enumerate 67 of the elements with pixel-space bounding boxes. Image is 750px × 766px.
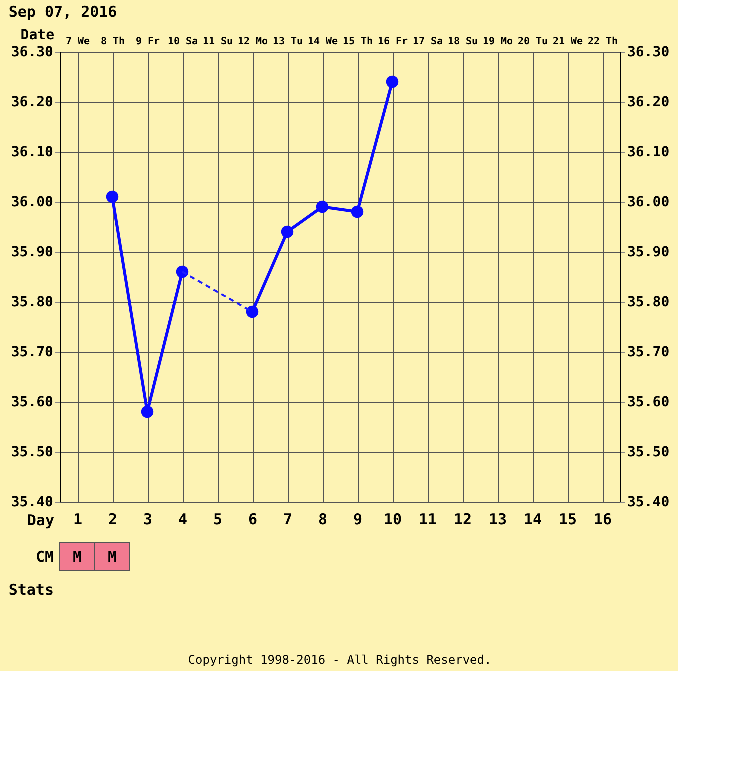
x2-tick-label: 14 (524, 510, 542, 528)
y-tick-label: 35.50 (11, 444, 54, 460)
point (246, 306, 259, 318)
x-tick-label: 13 Tu (272, 36, 304, 48)
x2-tick-label: 16 (594, 510, 612, 528)
x2-tick-label: 1 (73, 510, 83, 528)
x2-tick-label: 6 (248, 510, 258, 528)
x-tick-label: 22 Th (588, 36, 618, 48)
y-tick-label: 35.70 (11, 344, 54, 360)
y-tick-label: 36.20 (11, 94, 54, 110)
x-axis-title: Date (20, 28, 54, 44)
y-tick-label: 36.30 (11, 44, 54, 60)
x2-tick-label: 11 (418, 510, 438, 528)
y2-tick-label: 36.30 (628, 44, 670, 60)
y2-tick-label: 35.40 (628, 494, 670, 510)
y2-tick-label: 36.10 (628, 144, 670, 160)
point (316, 200, 329, 214)
y-tick-label: 35.40 (11, 494, 54, 510)
y2-tick-label: 35.90 (628, 244, 670, 260)
point (386, 76, 399, 88)
x-tick-label: 19 Mo (482, 36, 514, 48)
point (351, 206, 364, 218)
x-tick-label: 7 We (66, 36, 90, 48)
text: Stats (8, 581, 54, 599)
y-tick-label: 35.90 (11, 244, 54, 260)
y2-tick-label: 36.20 (628, 94, 670, 110)
x-tick-label: 20 Tu (518, 36, 548, 48)
x-tick-label: 21 We (552, 36, 584, 48)
y2-tick-label: 35.50 (628, 444, 670, 460)
x2-tick-label: 5 (213, 510, 223, 528)
y2-tick-label: 36.00 (628, 194, 670, 210)
text: M (72, 548, 82, 566)
x-tick-label: 18 Su (448, 36, 478, 48)
y-tick-label: 35.60 (11, 394, 54, 410)
x-tick-label: 14 We (308, 36, 338, 48)
x2-tick-label: 7 (283, 510, 293, 528)
x2-tick-label: 2 (108, 510, 118, 528)
x2-tick-label: 3 (143, 510, 153, 528)
y2-tick-label: 35.80 (628, 294, 670, 310)
x-tick-label: 11 Su (202, 36, 234, 48)
x-tick-label: 12 Mo (238, 36, 268, 48)
y-tick-label: 36.10 (11, 144, 54, 160)
x-tick-label: 16 Fr (378, 36, 408, 48)
text: M (108, 548, 118, 566)
point (141, 406, 154, 418)
chart-title: Sep 07, 2016 (8, 3, 118, 21)
text: CM (36, 548, 54, 566)
x2-tick-label: 8 (318, 510, 328, 528)
x2-tick-label: 10 (384, 510, 402, 528)
point (281, 226, 294, 238)
x-tick-label: 9 Fr (136, 36, 160, 48)
x-tick-label: 8 Th (100, 36, 126, 48)
x2-axis-title: Day (27, 512, 54, 530)
x2-tick-label: 4 (178, 510, 188, 528)
x-tick-label: 17 Sa (412, 36, 444, 48)
y2-tick-label: 35.60 (628, 394, 670, 410)
x2-tick-label: 9 (353, 510, 363, 528)
x2-tick-label: 12 (454, 510, 472, 528)
x2-tick-label: 13 (488, 510, 508, 528)
x-tick-label: 10 Sa (168, 36, 198, 48)
x-tick-label: 15 Th (342, 36, 374, 48)
y2-tick-label: 35.70 (628, 344, 670, 360)
x2-tick-label: 15 (558, 510, 578, 528)
y-tick-label: 35.80 (11, 294, 54, 310)
point (106, 190, 119, 204)
y-tick-label: 36.00 (11, 194, 54, 210)
text: Copyright 1998-2016 - All Rights Reserved. (188, 653, 492, 667)
